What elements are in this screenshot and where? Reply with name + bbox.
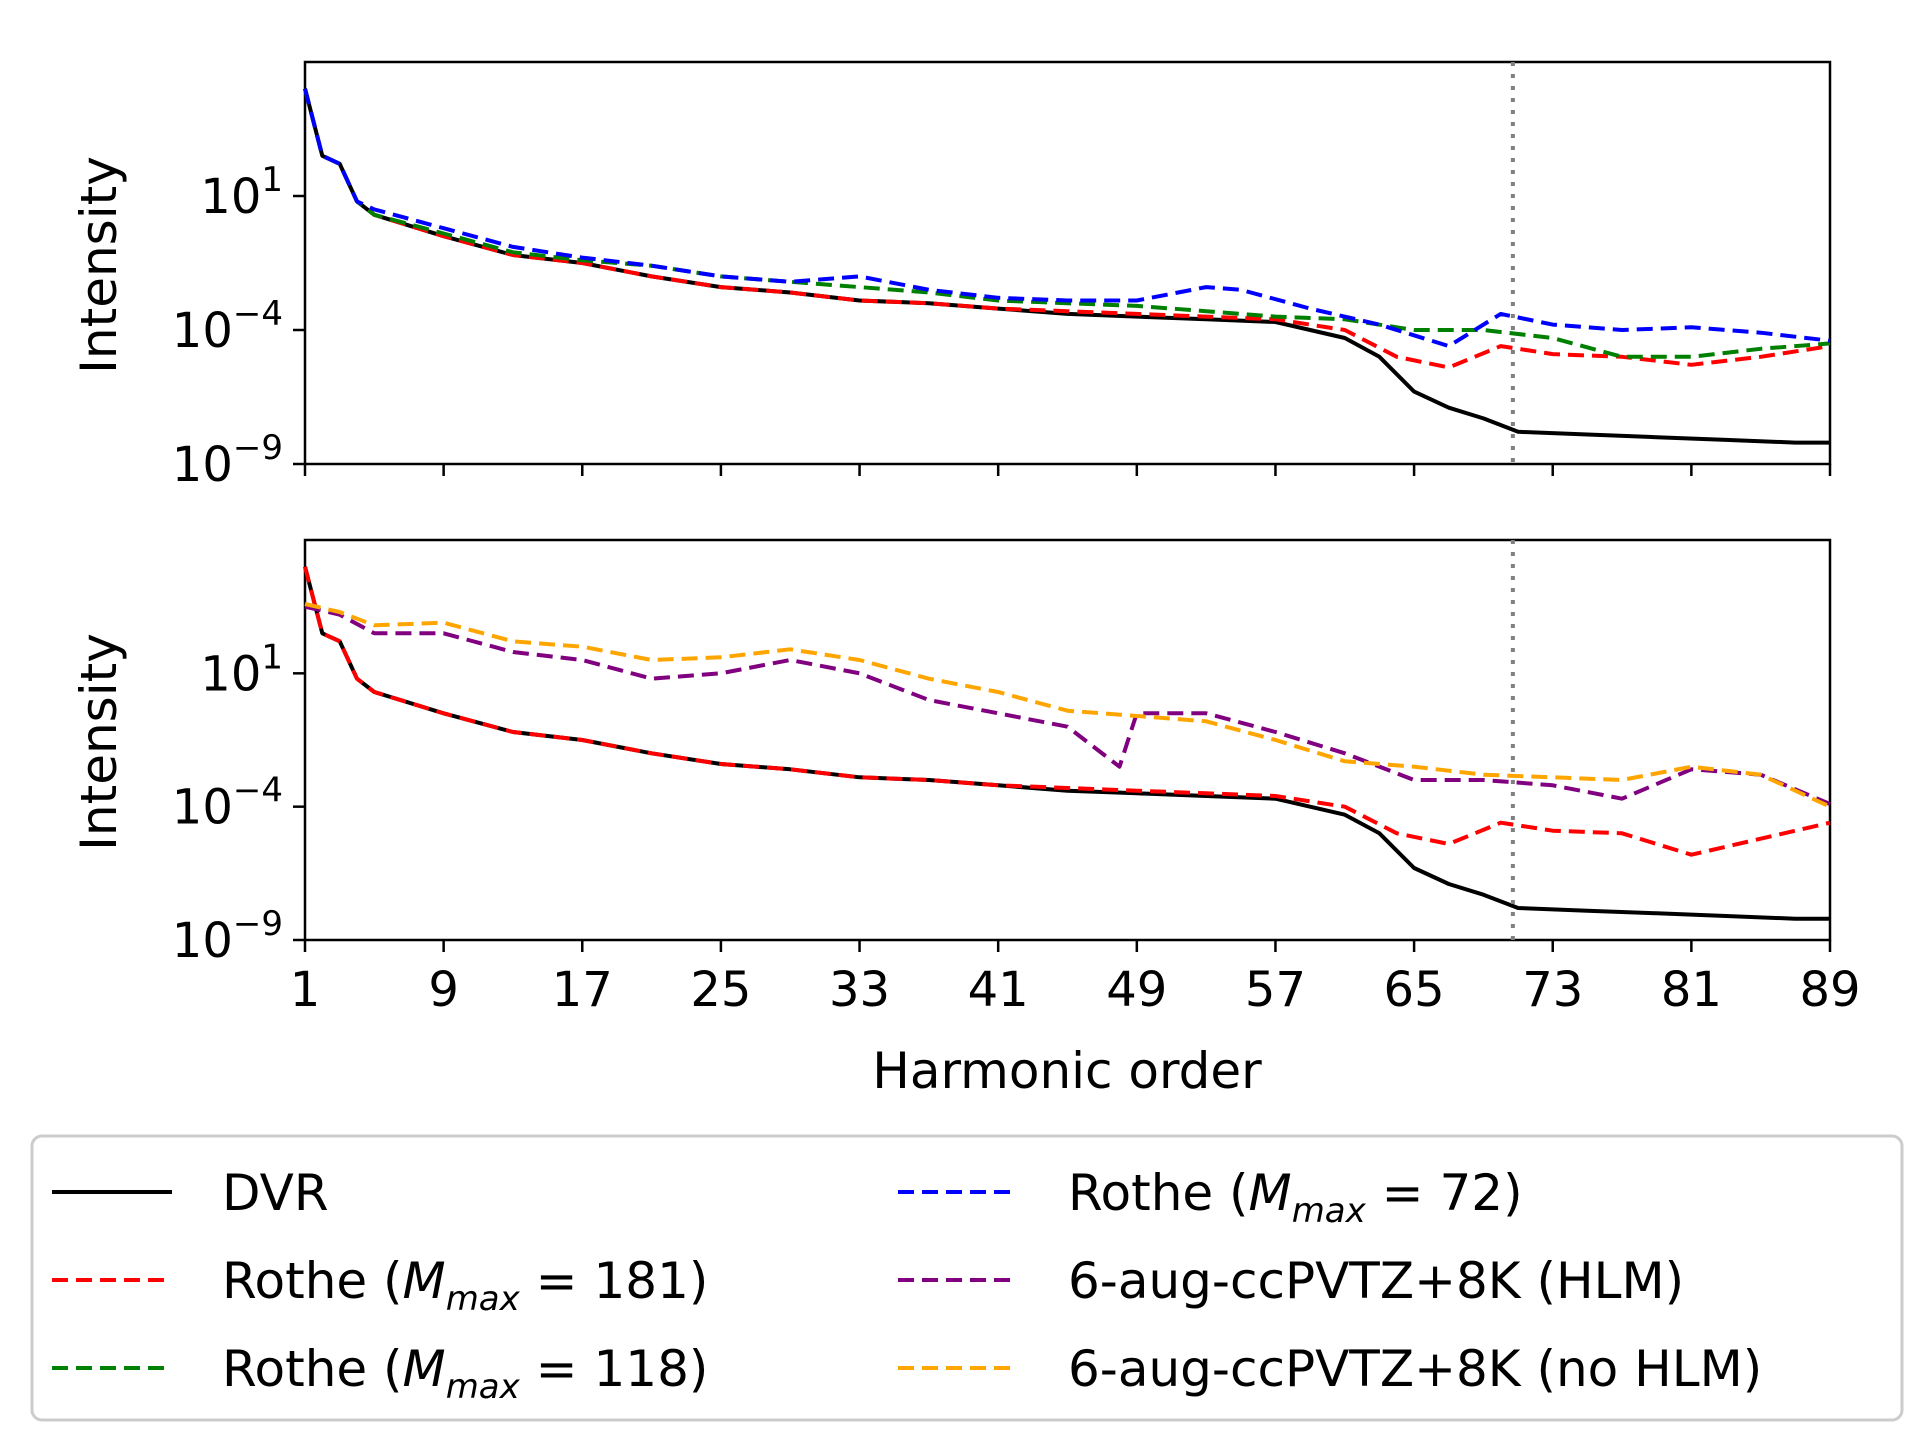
top-series-rothe_181 [303, 88, 1831, 370]
legend-items: DVR Rothe (Mmax = 181) Rothe (Mmax = 118) R… [52, 1164, 1762, 1407]
top-series-rothe_72 [303, 88, 1831, 349]
bottom-series-group [303, 566, 1831, 921]
x-tick-label: 57 [1245, 962, 1306, 1018]
legend-label-rothe_118: Rothe (Mmax = 118) [222, 1340, 708, 1407]
x-tick-label: 33 [829, 962, 890, 1018]
bottom-panel: 1 9 17 25 33 41 49 57 65 73 81 89 10−9 10−4 101 Inten… [70, 538, 1861, 1100]
x-tick-label: 1 [290, 962, 321, 1018]
x-tick-label: 17 [552, 962, 613, 1018]
x-tick-label: 41 [968, 962, 1029, 1018]
legend-label-no_hlm: 6-aug-ccPVTZ+8K (no HLM) [1068, 1340, 1762, 1398]
top-plot-frame [303, 60, 1832, 466]
x-tick-label: 25 [690, 962, 751, 1018]
legend-frame [30, 1134, 1904, 1422]
x-tick-label: 49 [1106, 962, 1167, 1018]
bottom-y-tick-label: 101 [200, 637, 283, 702]
legend-label-rothe_181: Rothe (Mmax = 181) [222, 1252, 708, 1319]
top-series-group [303, 88, 1831, 445]
top-y-tick-label: 10−4 [172, 294, 283, 359]
top-y-tick-label: 10−9 [172, 428, 283, 493]
top-y-tick-label: 101 [200, 160, 283, 225]
top-series-dvr [303, 88, 1830, 445]
bottom-y-tick-label: 10−9 [172, 904, 283, 969]
x-tick-label: 9 [428, 962, 459, 1018]
legend: DVR Rothe (Mmax = 181) Rothe (Mmax = 118) R… [30, 1134, 1904, 1422]
bottom-series-hlm [304, 604, 1831, 806]
x-axis-label: Harmonic order [872, 1042, 1262, 1100]
legend-label-hlm: 6-aug-ccPVTZ+8K (HLM) [1068, 1252, 1684, 1310]
bottom-series-no_hlm [304, 602, 1831, 809]
top-series-rothe_118 [303, 88, 1831, 359]
bottom-series-rothe_181 [303, 566, 1831, 857]
x-tick-label: 89 [1799, 962, 1860, 1018]
bottom-x-ticks: 1 9 17 25 33 41 49 57 65 73 81 89 [290, 940, 1861, 1018]
x-tick-label: 81 [1661, 962, 1722, 1018]
top-y-axis-label: Intensity [70, 156, 128, 374]
bottom-y-tick-label: 10−4 [172, 771, 283, 836]
legend-label-rothe_72: Rothe (Mmax = 72) [1068, 1164, 1523, 1231]
bottom-y-axis-label: Intensity [70, 633, 128, 851]
top-panel: 10−9 10−4 101 Intensity [70, 60, 1832, 493]
bottom-series-dvr [303, 566, 1830, 921]
x-tick-label: 73 [1522, 962, 1583, 1018]
legend-label-dvr: DVR [222, 1164, 329, 1222]
bottom-plot-frame [303, 538, 1832, 942]
x-tick-label: 65 [1384, 962, 1445, 1018]
bottom-y-ticks: 10−9 10−4 101 [172, 637, 305, 969]
top-x-ticks [303, 464, 1832, 476]
top-y-ticks: 10−9 10−4 101 [172, 160, 305, 493]
